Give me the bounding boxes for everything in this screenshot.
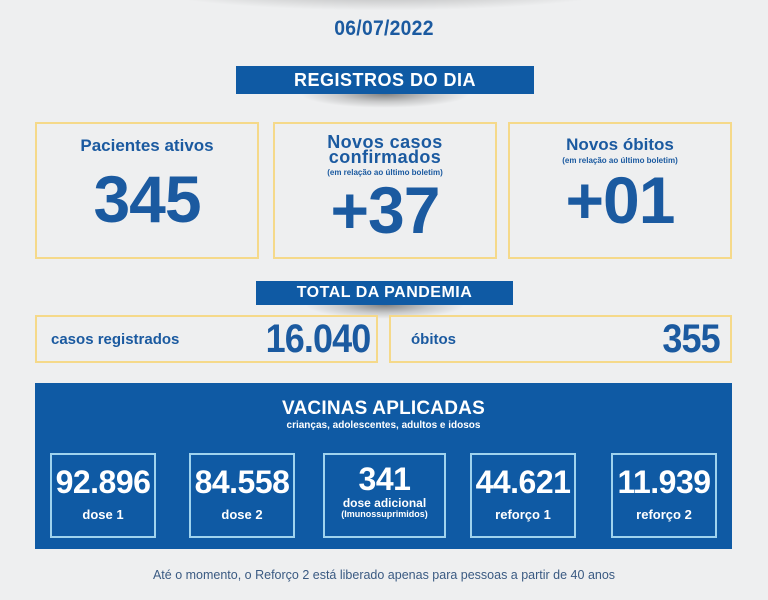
card-title: Pacientes ativos — [80, 136, 214, 155]
vac-value: 44.621 — [475, 464, 571, 500]
card-value: +01 — [565, 163, 676, 237]
vacinas-subtitle: crianças, adolescentes, adultos e idosos — [286, 420, 481, 431]
total-value: 355 — [662, 316, 721, 361]
card-title: Novos óbitos — [566, 135, 674, 154]
card-novos-casos: Novos casos confirmados (em relação ao ú… — [273, 122, 497, 259]
total-value: 16.040 — [265, 316, 371, 361]
total-label: casos registrados — [51, 330, 180, 348]
card-novos-obitos: Novos óbitos (em relação ao último bolet… — [508, 122, 732, 259]
card-title-line1: Novos casos — [327, 132, 443, 152]
card-title: Novos casos confirmados — [275, 132, 495, 167]
total-obitos: óbitos 355 — [389, 315, 732, 363]
footer-note: Até o momento, o Reforço 2 está liberado… — [152, 568, 616, 582]
total-casos-registrados: casos registrados 16.040 — [35, 315, 378, 363]
vac-label: dose 1 — [82, 507, 124, 522]
card-subtitle: (em relação ao último boletim) — [562, 156, 678, 165]
vac-value: 92.896 — [55, 464, 151, 500]
banner-shadow — [300, 94, 470, 108]
card-value: +37 — [330, 173, 441, 247]
vac-box-reforco-2: 11.939 reforço 2 — [611, 453, 717, 538]
vac-label: reforço 1 — [495, 507, 551, 522]
vac-value: 341 — [358, 461, 411, 497]
card-value: 345 — [93, 162, 201, 236]
vac-box-dose-adicional: 341 dose adicional (Imunossuprimidos) — [323, 453, 446, 538]
vac-note: (Imunossuprimidos) — [341, 509, 428, 519]
vac-box-dose-2: 84.558 dose 2 — [189, 453, 295, 538]
top-decorative-shadow — [140, 0, 630, 10]
card-pacientes-ativos: Pacientes ativos 345 — [35, 122, 259, 259]
vacinas-title: VACINAS APLICADAS — [282, 398, 485, 419]
vac-label: reforço 2 — [636, 507, 692, 522]
bulletin-date: 06/07/2022 — [334, 17, 434, 40]
total-label: óbitos — [411, 330, 456, 348]
registros-do-dia-banner: REGISTROS DO DIA — [236, 66, 534, 94]
vac-value: 11.939 — [617, 464, 711, 500]
total-da-pandemia-banner: TOTAL DA PANDEMIA — [256, 281, 513, 305]
vac-box-dose-1: 92.896 dose 1 — [50, 453, 156, 538]
card-title-line2: confirmados — [328, 147, 442, 167]
vac-box-reforco-1: 44.621 reforço 1 — [470, 453, 576, 538]
card-subtitle: (em relação ao último boletim) — [327, 168, 443, 177]
vac-label: dose adicional — [342, 496, 427, 510]
vac-label: dose 2 — [221, 507, 263, 522]
vacinas-aplicadas-panel: VACINAS APLICADAS crianças, adolescentes… — [35, 383, 732, 549]
vac-value: 84.558 — [194, 464, 290, 500]
